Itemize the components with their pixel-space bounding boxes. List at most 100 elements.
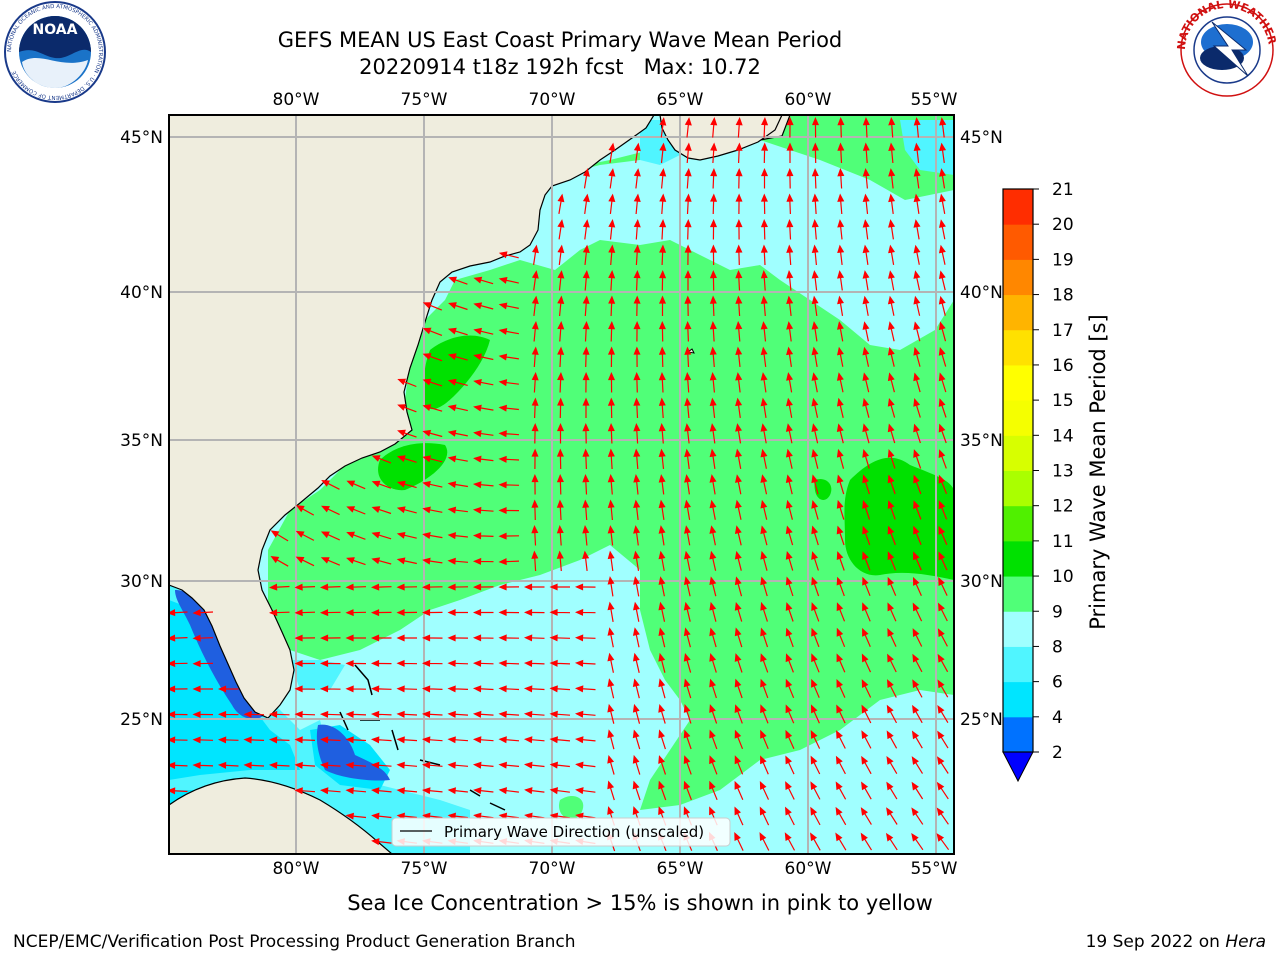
wave-arrow bbox=[422, 302, 443, 311]
wave-arrow bbox=[835, 755, 846, 775]
wave-arrow bbox=[321, 480, 340, 490]
wave-arrow bbox=[268, 609, 290, 617]
wave-arrow bbox=[912, 576, 922, 596]
wave-arrow bbox=[684, 525, 691, 546]
north-america-land bbox=[169, 115, 655, 719]
wave-arrow bbox=[531, 473, 539, 495]
wave-arrow bbox=[633, 193, 641, 215]
colorbar-swatch bbox=[1003, 716, 1033, 753]
wave-arrow bbox=[473, 812, 494, 820]
wave-arrow bbox=[632, 652, 640, 673]
wave-arrow bbox=[811, 167, 819, 189]
wave-arrow bbox=[531, 371, 539, 393]
wave-arrow bbox=[735, 295, 743, 317]
wave-arrow bbox=[760, 499, 768, 520]
colorbar-tick-label: 20 bbox=[1052, 215, 1074, 235]
wave-arrow bbox=[658, 601, 666, 622]
wave-arrow bbox=[397, 429, 417, 438]
wave-arrow bbox=[473, 430, 494, 438]
wave-arrow bbox=[734, 832, 744, 851]
wave-arrow bbox=[684, 499, 692, 521]
wave-arrow bbox=[396, 531, 417, 539]
wave-arrow bbox=[659, 193, 667, 215]
wave-arrow bbox=[422, 327, 443, 336]
wave-arrow bbox=[785, 474, 793, 495]
wave-arrow bbox=[861, 679, 872, 698]
wave-arrow bbox=[608, 142, 616, 163]
wave-arrow bbox=[786, 244, 794, 266]
wave-arrow bbox=[760, 372, 768, 393]
wave-arrow bbox=[811, 602, 820, 622]
colorbar-tick-label: 4 bbox=[1052, 708, 1063, 728]
wave-arrow bbox=[498, 634, 520, 642]
wave-arrow bbox=[658, 627, 666, 648]
wave-arrow bbox=[911, 781, 924, 800]
wave-arrow bbox=[321, 505, 340, 516]
wave-arrow bbox=[370, 736, 392, 744]
wave-arrow bbox=[447, 659, 469, 667]
wave-arrow bbox=[683, 729, 692, 750]
wave-arrow bbox=[811, 448, 819, 469]
wave-arrow bbox=[710, 167, 718, 189]
wave-arrow bbox=[607, 422, 615, 444]
wave-arrow bbox=[633, 499, 641, 520]
nws-logo: NATIONAL WEATHER SERVICE bbox=[0, 0, 1279, 97]
wave-arrow bbox=[862, 295, 870, 316]
wave-arrow bbox=[912, 704, 923, 724]
wave-arrow bbox=[531, 346, 539, 368]
lat-label-left: 25°N bbox=[120, 710, 163, 730]
wave-arrow bbox=[861, 781, 872, 800]
wave-arrow bbox=[860, 832, 873, 851]
wave-arrow bbox=[582, 550, 590, 571]
wave-arrow bbox=[294, 787, 316, 795]
wave-arrow bbox=[811, 295, 819, 316]
wave-arrow bbox=[396, 736, 418, 744]
wave-arrow bbox=[448, 276, 468, 285]
wave-arrow bbox=[886, 730, 898, 749]
wave-arrow bbox=[938, 474, 948, 495]
wave-arrow bbox=[710, 244, 718, 266]
wave-arrow bbox=[888, 193, 896, 214]
wave-arrow bbox=[811, 627, 820, 648]
wave-arrow bbox=[888, 142, 896, 164]
lon-label-bottom: 55°W bbox=[911, 859, 958, 879]
lon-labels-bottom: 80°W 75°W 70°W 65°W 60°W 55°W bbox=[273, 859, 958, 879]
wave-arrow bbox=[607, 703, 615, 724]
wave-arrow bbox=[473, 787, 494, 795]
wave-arrow bbox=[396, 455, 417, 463]
wave-arrow bbox=[632, 678, 640, 699]
wave-arrow bbox=[633, 371, 641, 393]
wave-arrow bbox=[574, 659, 596, 667]
wave-arrow bbox=[549, 812, 570, 820]
wave-arrow bbox=[549, 736, 571, 744]
wave-arrow bbox=[607, 346, 615, 368]
wave-arrow bbox=[911, 832, 924, 851]
wave-arrow bbox=[861, 653, 872, 673]
lon-label-bottom: 65°W bbox=[657, 859, 704, 879]
wave-arrow bbox=[938, 321, 947, 342]
wave-arrow bbox=[422, 480, 443, 488]
wave-arrow bbox=[607, 550, 615, 571]
wave-arrow bbox=[709, 525, 717, 546]
wave-arrow bbox=[531, 524, 539, 546]
wave-arrow bbox=[759, 832, 770, 851]
lat-label-right: 40°N bbox=[960, 283, 1003, 303]
wave-arrow bbox=[421, 685, 443, 693]
wave-arrow bbox=[498, 455, 520, 463]
wave-arrow bbox=[811, 525, 819, 546]
wave-arrow bbox=[887, 474, 896, 495]
wave-arrow bbox=[888, 219, 896, 240]
arrow-legend: Primary Wave Direction (unscaled) bbox=[391, 817, 731, 847]
wave-arrow bbox=[607, 678, 615, 699]
wave-arrow bbox=[633, 576, 641, 597]
colorbar-tick-label: 9 bbox=[1052, 602, 1063, 622]
wave-arrow bbox=[658, 755, 667, 775]
lon-labels-top: 80°W 75°W 70°W 65°W 60°W 55°W bbox=[273, 90, 958, 110]
wave-arrow bbox=[938, 525, 948, 545]
colorbar-swatch bbox=[1003, 540, 1033, 577]
wave-arrow bbox=[498, 328, 520, 335]
wave-arrow bbox=[345, 583, 367, 591]
wave-arrow bbox=[862, 576, 871, 597]
lon-label-top: 65°W bbox=[657, 90, 704, 110]
wave-arrow bbox=[709, 729, 718, 750]
